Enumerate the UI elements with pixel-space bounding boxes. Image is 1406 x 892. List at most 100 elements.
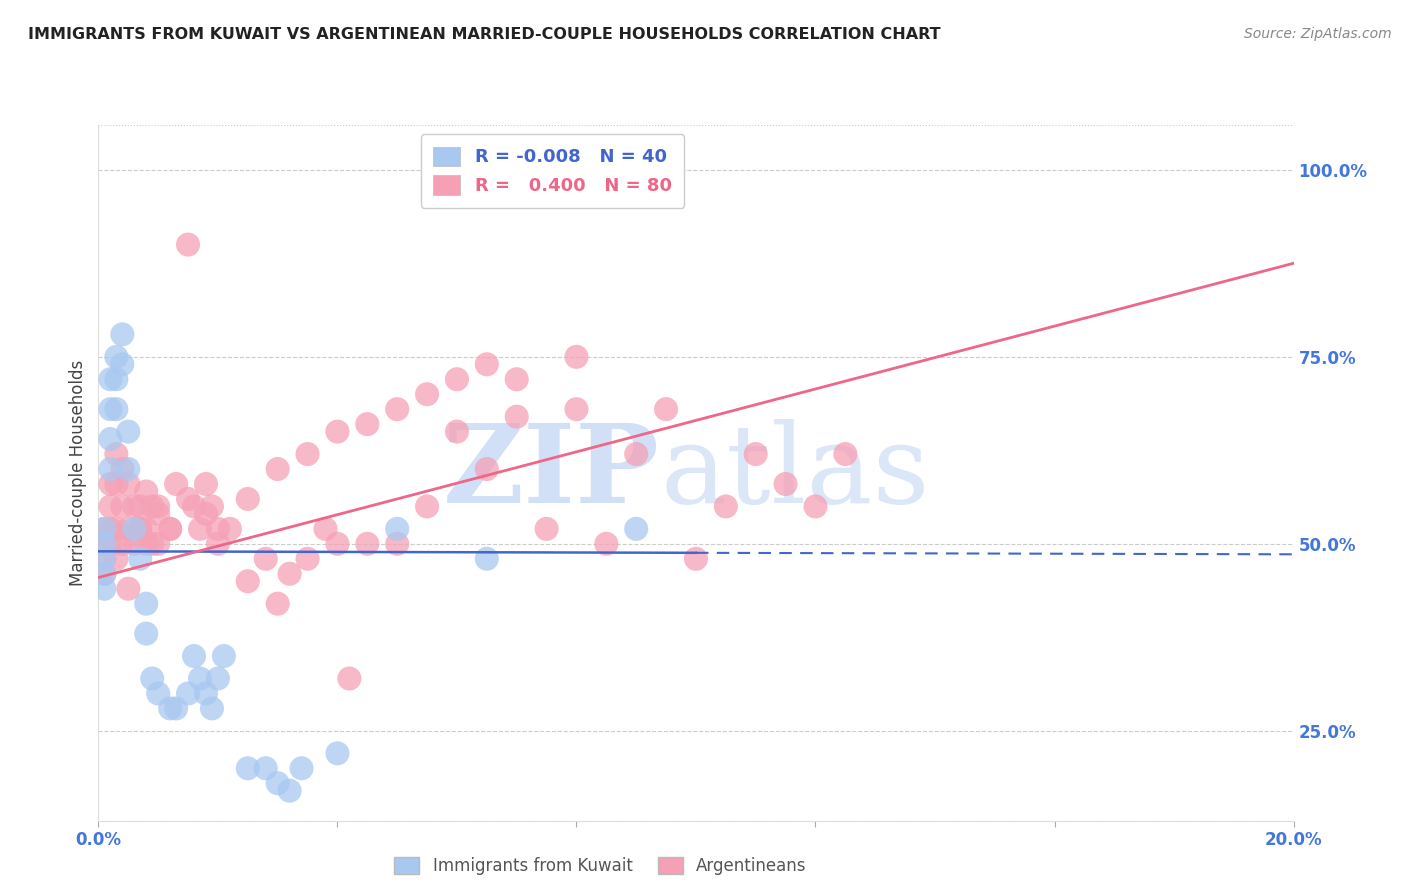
Text: ZIP: ZIP — [443, 419, 661, 526]
Point — [207, 522, 229, 536]
Point — [117, 477, 139, 491]
Point — [207, 672, 229, 686]
Point — [834, 447, 856, 461]
Point — [195, 686, 218, 700]
Point — [177, 686, 200, 700]
Point — [165, 477, 187, 491]
Point — [93, 566, 115, 581]
Point — [188, 522, 211, 536]
Text: atlas: atlas — [661, 419, 929, 526]
Point — [124, 500, 146, 514]
Point — [141, 537, 163, 551]
Legend: Immigrants from Kuwait, Argentineans: Immigrants from Kuwait, Argentineans — [388, 850, 813, 882]
Point — [111, 357, 134, 371]
Point — [339, 672, 360, 686]
Point — [93, 582, 115, 596]
Point — [129, 500, 152, 514]
Point — [326, 747, 349, 761]
Point — [93, 522, 115, 536]
Point — [446, 372, 468, 386]
Point — [297, 551, 319, 566]
Point — [93, 566, 115, 581]
Point — [111, 462, 134, 476]
Point — [117, 462, 139, 476]
Point — [315, 522, 337, 536]
Point — [135, 597, 157, 611]
Point — [148, 686, 170, 700]
Point — [105, 350, 128, 364]
Point — [135, 522, 157, 536]
Point — [195, 477, 218, 491]
Point — [356, 537, 378, 551]
Point — [141, 672, 163, 686]
Text: IMMIGRANTS FROM KUWAIT VS ARGENTINEAN MARRIED-COUPLE HOUSEHOLDS CORRELATION CHAR: IMMIGRANTS FROM KUWAIT VS ARGENTINEAN MA… — [28, 27, 941, 42]
Point — [111, 500, 134, 514]
Point — [416, 500, 439, 514]
Point — [626, 447, 648, 461]
Point — [565, 350, 588, 364]
Point — [129, 522, 152, 536]
Point — [105, 477, 128, 491]
Point — [385, 522, 409, 536]
Point — [117, 582, 139, 596]
Point — [177, 491, 200, 506]
Point — [129, 551, 152, 566]
Point — [100, 402, 122, 417]
Point — [111, 537, 134, 551]
Point — [93, 537, 115, 551]
Point — [565, 402, 588, 417]
Point — [254, 551, 277, 566]
Point — [100, 432, 122, 446]
Point — [326, 537, 349, 551]
Point — [536, 522, 558, 536]
Point — [267, 462, 290, 476]
Point — [506, 372, 529, 386]
Point — [159, 522, 181, 536]
Point — [100, 500, 122, 514]
Point — [297, 447, 319, 461]
Point — [195, 507, 218, 521]
Point — [385, 402, 409, 417]
Point — [117, 425, 139, 439]
Point — [100, 462, 122, 476]
Point — [159, 522, 181, 536]
Point — [100, 537, 122, 551]
Point — [177, 237, 200, 252]
Point — [105, 522, 128, 536]
Point — [124, 537, 146, 551]
Point — [236, 491, 259, 506]
Point — [201, 701, 224, 715]
Point — [129, 522, 152, 536]
Point — [745, 447, 768, 461]
Point — [475, 551, 498, 566]
Point — [219, 522, 242, 536]
Point — [267, 776, 290, 790]
Point — [148, 537, 170, 551]
Point — [141, 500, 163, 514]
Point — [105, 447, 128, 461]
Point — [236, 574, 259, 589]
Point — [685, 551, 707, 566]
Text: Source: ZipAtlas.com: Source: ZipAtlas.com — [1244, 27, 1392, 41]
Point — [385, 537, 409, 551]
Point — [93, 551, 115, 566]
Point — [93, 522, 115, 536]
Point — [105, 372, 128, 386]
Point — [100, 372, 122, 386]
Point — [105, 402, 128, 417]
Point — [595, 537, 617, 551]
Point — [356, 417, 378, 431]
Point — [148, 507, 170, 521]
Point — [148, 500, 170, 514]
Point — [135, 626, 157, 640]
Y-axis label: Married-couple Households: Married-couple Households — [69, 359, 87, 586]
Point — [278, 566, 301, 581]
Point — [183, 648, 205, 663]
Point — [475, 462, 498, 476]
Point — [446, 425, 468, 439]
Point — [416, 387, 439, 401]
Point — [159, 701, 181, 715]
Point — [804, 500, 827, 514]
Point — [278, 783, 301, 797]
Point — [254, 761, 277, 775]
